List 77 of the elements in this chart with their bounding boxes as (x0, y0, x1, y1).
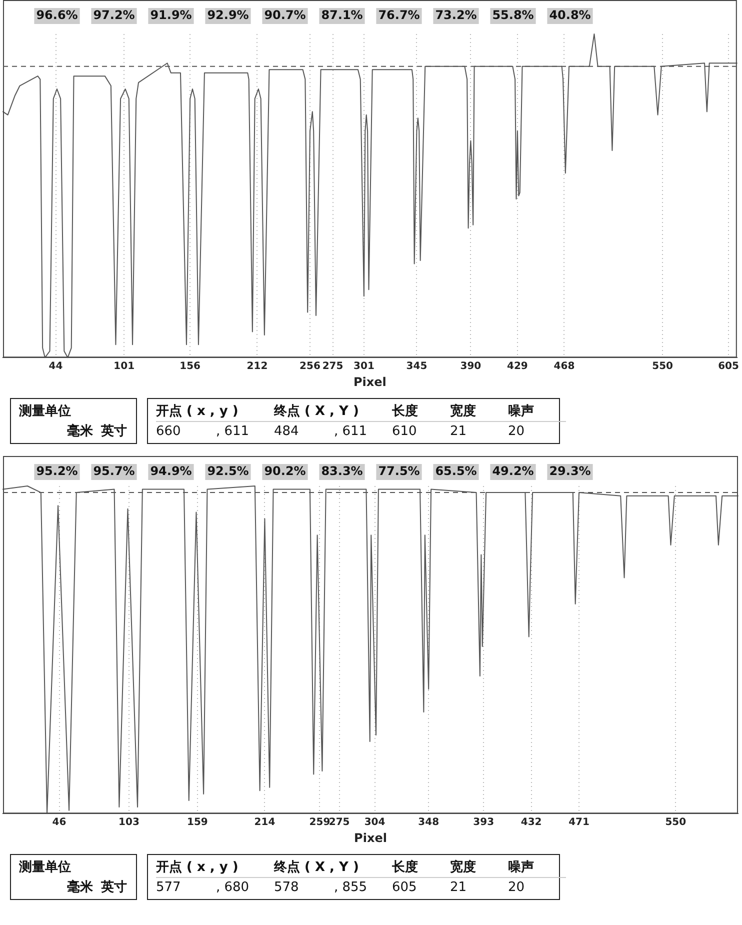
x-tick-label: 429 (507, 361, 528, 372)
x-tick-label: 101 (114, 361, 135, 372)
text: 开点 ( x , y ) (156, 402, 274, 422)
x-tick-label: 44 (48, 361, 63, 372)
text: 49.2% (492, 464, 534, 478)
text: 87.1% (321, 8, 363, 22)
x-tick-label: 390 (460, 361, 482, 372)
text: 660 (156, 424, 182, 440)
x-tick-label: 159 (187, 817, 208, 828)
text: , 611 (334, 424, 368, 440)
text: 20 (508, 880, 526, 896)
text: 90.7% (264, 8, 306, 22)
text: 开点 ( x , y ) (156, 858, 274, 878)
text: 40.8% (549, 8, 591, 22)
x-axis-title: Pixel (354, 830, 387, 845)
text: 96.6% (36, 8, 78, 22)
text: 92.9% (207, 8, 249, 22)
x-tick-label: 304 (364, 817, 386, 828)
x-tick-label: 46 (52, 817, 66, 828)
text: , 855 (334, 880, 368, 896)
text: 76.7% (378, 8, 420, 22)
text: 测量单位 (19, 403, 72, 420)
x-axis-title: Pixel (354, 374, 386, 389)
text: 长度 (392, 858, 450, 878)
text: 610 (392, 424, 418, 440)
x-tick-label: 275 (328, 817, 350, 828)
x-tick-label: 468 (554, 361, 575, 372)
text: 91.9% (150, 8, 192, 22)
text: 90.2% (264, 464, 306, 478)
text: 噪声 (508, 858, 566, 878)
text: 73.2% (435, 8, 477, 22)
text: 宽度 (450, 858, 508, 878)
x-tick-label: 259 (309, 817, 330, 828)
text: 噪声 (508, 402, 566, 422)
text: 终点 ( X , Y ) (274, 402, 392, 422)
x-tick-label: 605 (718, 361, 739, 372)
text: 577 (156, 880, 182, 896)
text: 484 (274, 424, 300, 440)
text: 65.5% (435, 464, 477, 478)
x-tick-label: 275 (322, 361, 344, 372)
text: 21 (450, 880, 468, 896)
text: 英寸 (101, 424, 127, 439)
text: 29.3% (549, 464, 591, 478)
x-tick-label: 256 (300, 361, 320, 372)
text: 英寸 (101, 880, 127, 895)
text: 77.5% (378, 464, 420, 478)
text: 终点 ( X , Y ) (274, 858, 392, 878)
text: 94.9% (150, 464, 192, 478)
text: 605 (392, 880, 418, 896)
text: 长度 (392, 402, 450, 422)
text: 毫米 (67, 880, 93, 895)
x-tick-label: 301 (354, 361, 374, 372)
text: 578 (274, 880, 300, 896)
text: 测量单位 (19, 859, 72, 876)
x-tick-label: 214 (254, 817, 276, 828)
x-tick-label: 156 (180, 361, 201, 372)
x-tick-label: 212 (246, 361, 268, 372)
text: , 611 (216, 424, 250, 440)
text: 21 (450, 424, 468, 440)
x-tick-label: 103 (118, 817, 140, 828)
text: 83.3% (321, 464, 363, 478)
text: 毫米 (67, 424, 93, 439)
x-tick-label: 550 (652, 361, 674, 372)
text: 宽度 (450, 402, 508, 422)
text: 97.2% (93, 8, 135, 22)
x-tick-label: 550 (665, 817, 686, 828)
text: 20 (508, 424, 526, 440)
text: , 680 (216, 880, 250, 896)
x-tick-label: 432 (520, 817, 542, 828)
x-tick-label: 348 (418, 817, 440, 828)
x-tick-label: 345 (406, 361, 428, 372)
text: 92.5% (207, 464, 249, 478)
x-tick-label: 471 (568, 817, 590, 828)
x-tick-label: 393 (473, 817, 494, 828)
text: 55.8% (492, 8, 534, 22)
text: 95.2% (36, 464, 78, 478)
text: 95.7% (93, 464, 135, 478)
